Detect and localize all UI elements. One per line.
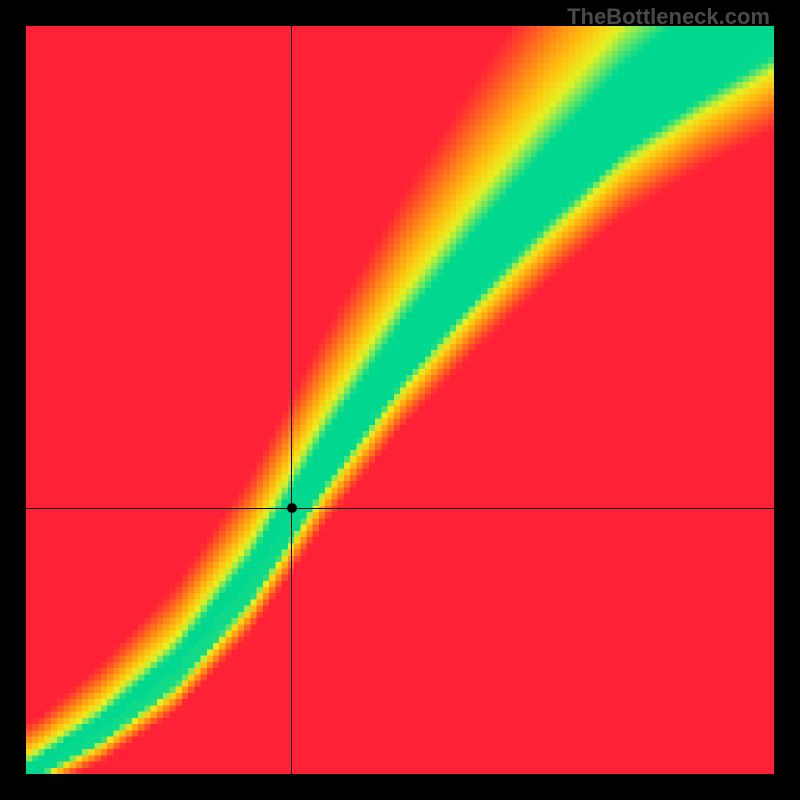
crosshair-horizontal (26, 508, 774, 509)
watermark-text: TheBottleneck.com (567, 4, 770, 30)
crosshair-marker (287, 503, 297, 513)
crosshair-vertical (291, 26, 292, 774)
heatmap-canvas (26, 26, 774, 774)
plot-area (26, 26, 774, 774)
